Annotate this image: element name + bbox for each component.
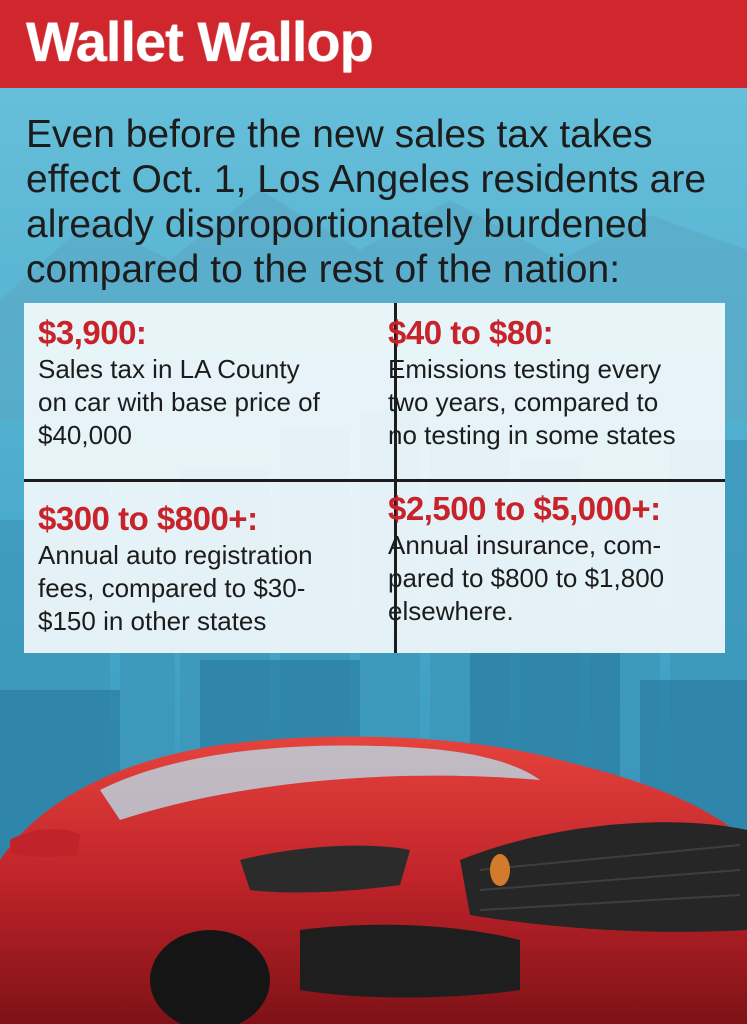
page-title: Wallet Wallop: [26, 10, 374, 73]
vertical-divider: [394, 303, 397, 653]
fact-line: elsewhere.: [388, 596, 514, 626]
horizontal-divider: [24, 479, 725, 482]
fact-value: $40 to $80:: [388, 314, 554, 351]
fact-description: Annual auto registration fees, compared …: [38, 539, 383, 638]
fact-emissions-testing: $40 to $80: Emissions testing every two …: [388, 313, 718, 452]
fact-line: no testing in some states: [388, 420, 676, 450]
intro-paragraph: Even before the new sales tax takes effe…: [26, 113, 707, 291]
fact-value: $2,500 to $5,000+:: [388, 490, 661, 527]
fact-line: $40,000: [38, 420, 132, 450]
fact-line: fees, compared to $30-: [38, 573, 306, 603]
fact-line: Annual auto registration: [38, 540, 313, 570]
facts-grid: $3,900: Sales tax in LA County on car wi…: [24, 303, 725, 653]
fact-line: Emissions testing every: [388, 354, 662, 384]
fact-registration-fees: $300 to $800+: Annual auto registration …: [38, 499, 383, 638]
fact-line: Sales tax in LA County: [38, 354, 300, 384]
fact-description: Annual insurance, com- pared to $800 to …: [388, 529, 718, 628]
title-banner: Wallet Wallop: [0, 0, 747, 88]
fact-line: pared to $800 to $1,800: [388, 563, 665, 593]
fact-value: $300 to $800+:: [38, 500, 258, 537]
fact-value: $3,900:: [38, 314, 147, 351]
fact-insurance: $2,500 to $5,000+: Annual insurance, com…: [388, 489, 718, 628]
fact-line: Annual insurance, com-: [388, 530, 662, 560]
fact-line: two years, compared to: [388, 387, 659, 417]
fact-line: on car with base price of: [38, 387, 320, 417]
fact-description: Emissions testing every two years, compa…: [388, 353, 718, 452]
fact-description: Sales tax in LA County on car with base …: [38, 353, 383, 452]
fact-sales-tax: $3,900: Sales tax in LA County on car wi…: [38, 313, 383, 452]
fact-line: $150 in other states: [38, 606, 267, 636]
